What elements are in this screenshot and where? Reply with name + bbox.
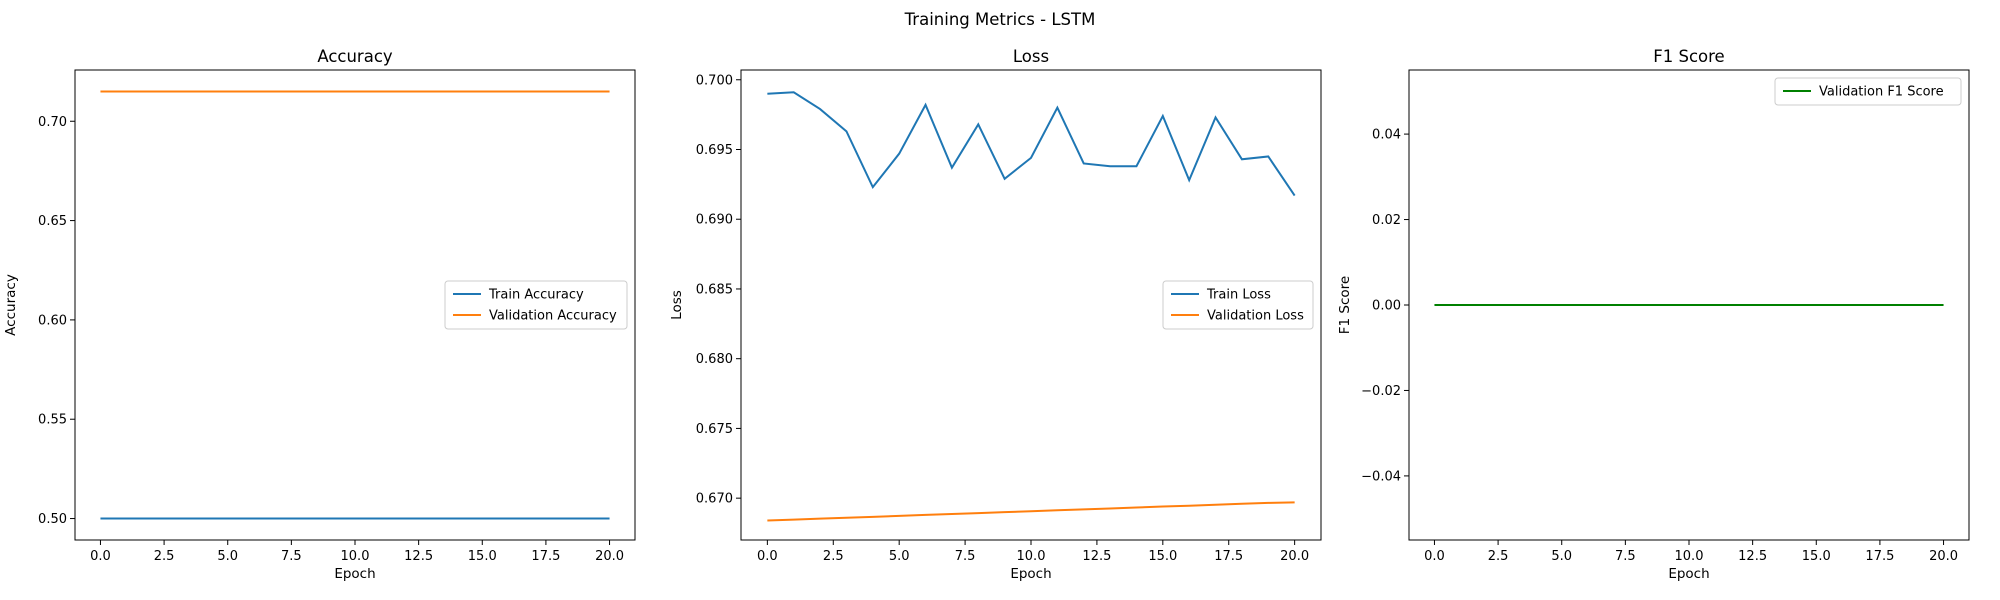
series-line-validation-loss	[767, 501, 1295, 522]
x-tick-label: 0.0	[757, 549, 778, 564]
y-tick-label: 0.50	[38, 512, 67, 527]
x-axis-label: Epoch	[334, 566, 375, 582]
x-tick-label: 15.0	[1802, 549, 1831, 564]
x-tick-label: 7.5	[281, 549, 302, 564]
x-tick-label: 15.0	[468, 549, 497, 564]
x-tick-label: 20.0	[1929, 549, 1958, 564]
legend: Train Loss Validation Loss	[1162, 280, 1314, 330]
x-tick-label: 15.0	[1148, 549, 1177, 564]
y-tick-label: 0.00	[1372, 299, 1401, 314]
chart-title: Accuracy	[317, 47, 393, 66]
y-tick-label: 0.685	[696, 282, 733, 297]
x-tick-label: 0.0	[1424, 549, 1445, 564]
x-tick-label: 12.5	[404, 549, 433, 564]
legend-label: Train Accuracy	[488, 288, 584, 303]
x-tick-label: 2.5	[154, 549, 175, 564]
x-tick-label: 20.0	[1280, 549, 1309, 564]
x-tick-label: 10.0	[1675, 549, 1704, 564]
x-tick-label: 10.0	[341, 549, 370, 564]
series-line-train-loss	[767, 91, 1296, 197]
x-tick-label: 5.0	[217, 549, 238, 564]
x-tick-label: 7.5	[1615, 549, 1636, 564]
legend-label: Validation F1 Score	[1819, 85, 1944, 100]
chart-panel-1: Accuracy 0.0 2.5 5.0 7.5 10.0 12.5 15.0 17.5 20.0…	[3, 47, 636, 582]
y-tick-label: −0.04	[1361, 469, 1401, 484]
figure-suptitle: Training Metrics - LSTM	[904, 10, 1096, 29]
y-tick-label: 0.695	[696, 143, 733, 158]
legend: Train Accuracy Validation Accuracy	[444, 280, 628, 330]
y-tick-label: 0.65	[38, 214, 67, 229]
chart-panel-3: F1 Score 0.0 2.5 5.0 7.5 10.0 12.5 15.0 17.5 20.0…	[1337, 47, 1970, 582]
y-tick-label: 0.60	[38, 313, 67, 328]
y-tick-label: 0.55	[38, 413, 67, 428]
y-tick-label: 0.670	[696, 492, 733, 507]
chart-panel-2: Loss 0.0 2.5 5.0 7.5 10.0 12.5 15.0 17.5 20.0 0.67…	[669, 47, 1322, 582]
y-tick-label: 0.675	[696, 422, 733, 437]
legend: Validation F1 Score	[1774, 77, 1962, 106]
x-tick-label: 12.5	[1738, 549, 1767, 564]
x-tick-label: 20.0	[595, 549, 624, 564]
x-tick-label: 17.5	[1865, 549, 1894, 564]
x-tick-label: 17.5	[531, 549, 560, 564]
x-tick-label: 0.0	[90, 549, 111, 564]
x-tick-label: 2.5	[823, 549, 844, 564]
x-tick-label: 10.0	[1017, 549, 1046, 564]
x-tick-label: 17.5	[1214, 549, 1243, 564]
chart-title: Loss	[1013, 47, 1049, 66]
legend-box	[1162, 280, 1314, 330]
y-tick-label: 0.690	[696, 213, 733, 228]
legend-box	[444, 280, 628, 330]
x-tick-label: 2.5	[1488, 549, 1509, 564]
legend-box	[1774, 77, 1962, 106]
y-axis-label: Loss	[669, 290, 685, 320]
x-tick-label: 7.5	[955, 549, 976, 564]
x-axis-label: Epoch	[1668, 566, 1709, 582]
y-tick-label: 0.680	[696, 352, 733, 367]
x-tick-label: 12.5	[1082, 549, 1111, 564]
chart-title: F1 Score	[1653, 47, 1724, 66]
y-tick-label: 0.70	[38, 115, 67, 130]
x-tick-label: 5.0	[889, 549, 910, 564]
x-tick-label: 5.0	[1551, 549, 1572, 564]
y-tick-label: 0.700	[696, 73, 733, 88]
x-axis-label: Epoch	[1010, 566, 1051, 582]
y-tick-label: 0.02	[1372, 213, 1401, 228]
y-tick-label: 0.04	[1372, 128, 1401, 143]
y-tick-label: −0.02	[1361, 384, 1401, 399]
legend-label: Train Loss	[1206, 288, 1271, 303]
y-axis-label: F1 Score	[1337, 276, 1353, 334]
legend-label: Validation Loss	[1207, 309, 1304, 324]
y-axis-label: Accuracy	[3, 274, 19, 336]
legend-label: Validation Accuracy	[489, 309, 617, 324]
